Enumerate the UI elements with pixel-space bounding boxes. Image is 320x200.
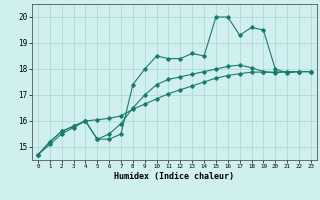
X-axis label: Humidex (Indice chaleur): Humidex (Indice chaleur) [115,172,234,181]
